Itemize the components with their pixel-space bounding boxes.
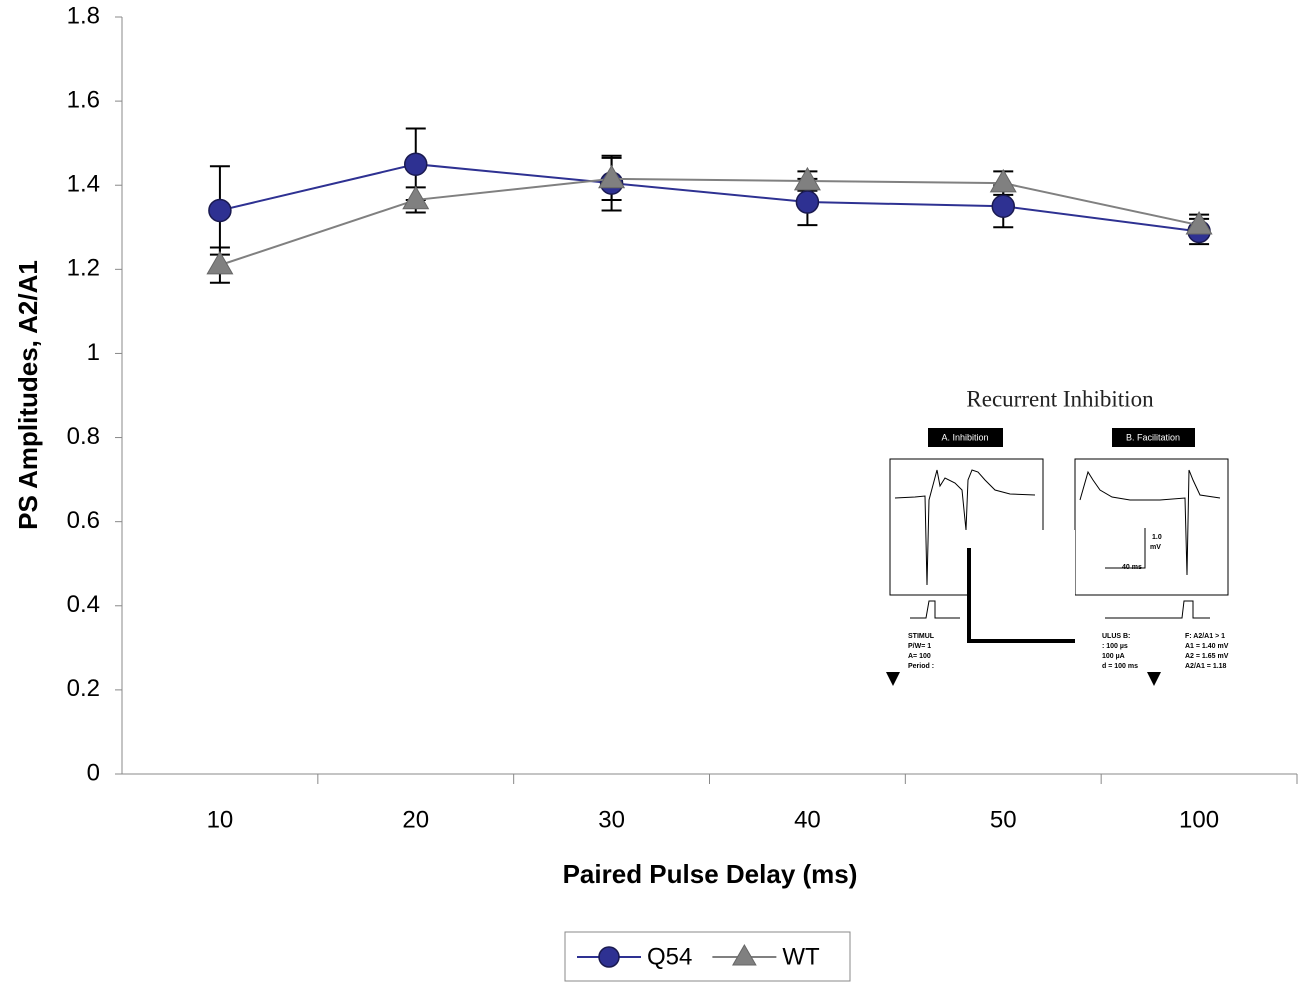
y-tick-label: 1.2: [67, 255, 100, 282]
scale-label: 1.0: [1152, 534, 1162, 541]
x-tick-label: 20: [402, 806, 429, 833]
inset-text: : 100 µs: [1102, 643, 1128, 650]
marker: [991, 170, 1016, 192]
y-tick-label: 0: [87, 759, 100, 786]
stimulus: [1105, 601, 1210, 618]
y-tick-label: 1.4: [67, 171, 100, 198]
inset-text: A1 = 1.40 mV: [1185, 643, 1229, 650]
arrowhead: [1147, 672, 1161, 686]
x-tick-label: 30: [598, 806, 625, 833]
inset-text: P/W= 1: [908, 643, 931, 650]
marker: [209, 199, 231, 221]
y-tick-label: 1.6: [67, 86, 100, 113]
y-tick-label: 1.8: [67, 2, 100, 29]
marker: [796, 191, 818, 213]
inset-text: A2/A1 = 1.18: [1185, 663, 1227, 670]
legend-label: WT: [782, 943, 820, 970]
occluder: [968, 530, 1075, 680]
y-tick-label: 1: [87, 339, 100, 366]
marker: [405, 153, 427, 175]
inset-text: ULUS B:: [1102, 633, 1130, 640]
panel-label: B. Facilitation: [1126, 432, 1180, 442]
trace-box: [1075, 459, 1228, 595]
marker: [403, 187, 428, 209]
y-axis-title: PS Amplitudes, A2/A1: [13, 260, 43, 530]
inset-text: 100 µA: [1102, 653, 1125, 660]
y-tick-label: 0.8: [67, 423, 100, 450]
inset-text: d = 100 ms: [1102, 663, 1138, 670]
inset-text: STIMUL: [908, 633, 935, 640]
x-tick-label: 50: [990, 806, 1017, 833]
marker: [599, 947, 619, 967]
inset-figure: Recurrent Inhibition A. Inhibition B. Fa…: [886, 386, 1229, 686]
chart: Paired Pulse Delay (ms) PS Amplitudes, A…: [0, 0, 1306, 982]
scale-label: mV: [1150, 544, 1161, 551]
scale-bar: [1105, 528, 1145, 568]
inset-text: A2 = 1.65 mV: [1185, 653, 1229, 660]
marker: [992, 195, 1014, 217]
legend-label: Q54: [647, 943, 692, 970]
legend: Q54 WT: [565, 932, 850, 981]
inset-title: Recurrent Inhibition: [966, 386, 1154, 411]
panel-label: A. Inhibition: [941, 432, 988, 442]
y-tick-label: 0.6: [67, 507, 100, 534]
x-tick-label: 100: [1179, 806, 1219, 833]
x-tick-label: 10: [207, 806, 234, 833]
trace: [1080, 470, 1220, 575]
inset-text: F: A2/A1 > 1: [1185, 633, 1225, 640]
stimulus: [910, 601, 960, 618]
inset-text: A= 100: [908, 653, 931, 660]
y-tick-label: 0.4: [67, 591, 100, 618]
x-axis-title: Paired Pulse Delay (ms): [563, 859, 858, 889]
scale-label: 40 ms: [1122, 564, 1142, 571]
x-tick-label: 40: [794, 806, 821, 833]
arrowhead: [886, 672, 900, 686]
y-tick-label: 0.2: [67, 675, 100, 702]
series-line: [220, 164, 1199, 231]
inset-text: Period :: [908, 663, 934, 670]
